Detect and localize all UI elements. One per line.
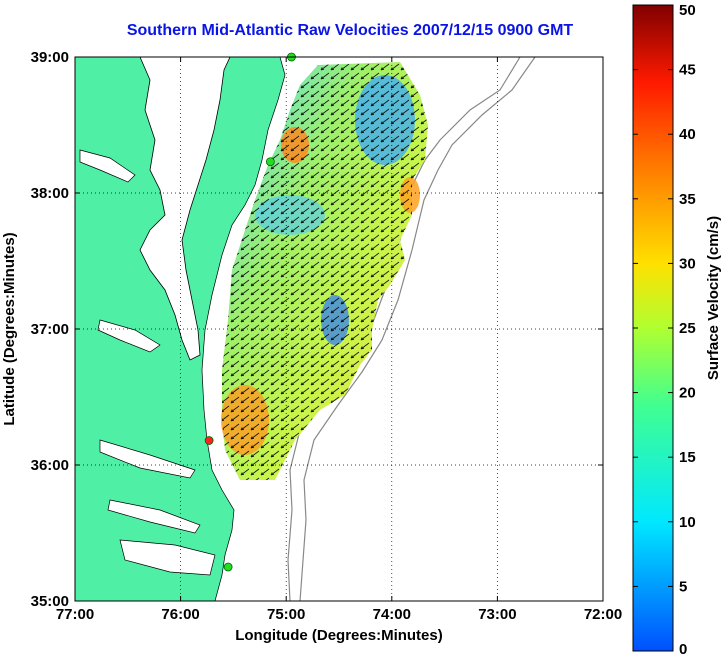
- x-tick-label: 73:00: [478, 606, 516, 623]
- colorbar-tick-label: 20: [679, 385, 696, 402]
- radar-station-marker: [265, 157, 275, 167]
- colorbar-tick-label: 25: [679, 320, 696, 337]
- colorbar-tick-label: 50: [679, 2, 696, 19]
- bay-inlet-4: [107, 499, 201, 534]
- pamlico-sound: [119, 539, 216, 576]
- bay-inlet-1: [79, 149, 136, 183]
- y-tick-label: 35:00: [31, 593, 69, 610]
- y-tick-label: 36:00: [31, 457, 69, 474]
- colorbar-tick-label: 0: [679, 641, 687, 658]
- colorbar-tick-label: 15: [679, 449, 696, 466]
- bay-inlet-2: [97, 319, 161, 353]
- y-tick-label: 37:00: [31, 321, 69, 338]
- y-axis: 39:00 38:00 37:00 36:00 35:00: [31, 49, 603, 610]
- x-tick-label: 72:00: [584, 606, 622, 623]
- velocity-vectors: [222, 62, 428, 480]
- y-axis-label: Latitude (Degrees:Minutes): [1, 232, 18, 425]
- colorbar-label: Surface Velocity (cm/s): [705, 216, 722, 380]
- x-axis-label: Longitude (Degrees:Minutes): [235, 627, 443, 644]
- colorbar-tick-label: 35: [679, 191, 696, 208]
- colorbar-tick-label: 30: [679, 255, 696, 272]
- x-tick-label: 75:00: [267, 606, 305, 623]
- bathymetry-contour: [287, 57, 521, 601]
- bathymetry-contour: [299, 57, 536, 601]
- x-tick-label: 74:00: [373, 606, 411, 623]
- colorbar-tick-label: 40: [679, 126, 696, 143]
- y-tick-label: 39:00: [31, 49, 69, 66]
- chesapeake-bay: [139, 57, 231, 361]
- colorbar-tick-label: 45: [679, 62, 696, 79]
- bay-inlet-3: [99, 439, 196, 479]
- x-tick-label: 77:00: [56, 606, 94, 623]
- gridlines: [75, 57, 603, 601]
- colorbar-tick-label: 5: [679, 578, 687, 595]
- radar-station-marker: [204, 436, 214, 445]
- colorbar-tick-label: 10: [679, 514, 696, 531]
- x-tick-label: 76:00: [161, 606, 199, 623]
- radar-station-marker: [223, 562, 233, 572]
- radar-stations: [204, 52, 296, 572]
- x-axis: 77:00 76:00 75:00 74:00 73:00 72:00: [56, 57, 622, 623]
- map-title: Southern Mid-Atlantic Raw Velocities 200…: [126, 22, 574, 39]
- y-tick-label: 38:00: [31, 185, 69, 202]
- colorbar: [632, 4, 674, 652]
